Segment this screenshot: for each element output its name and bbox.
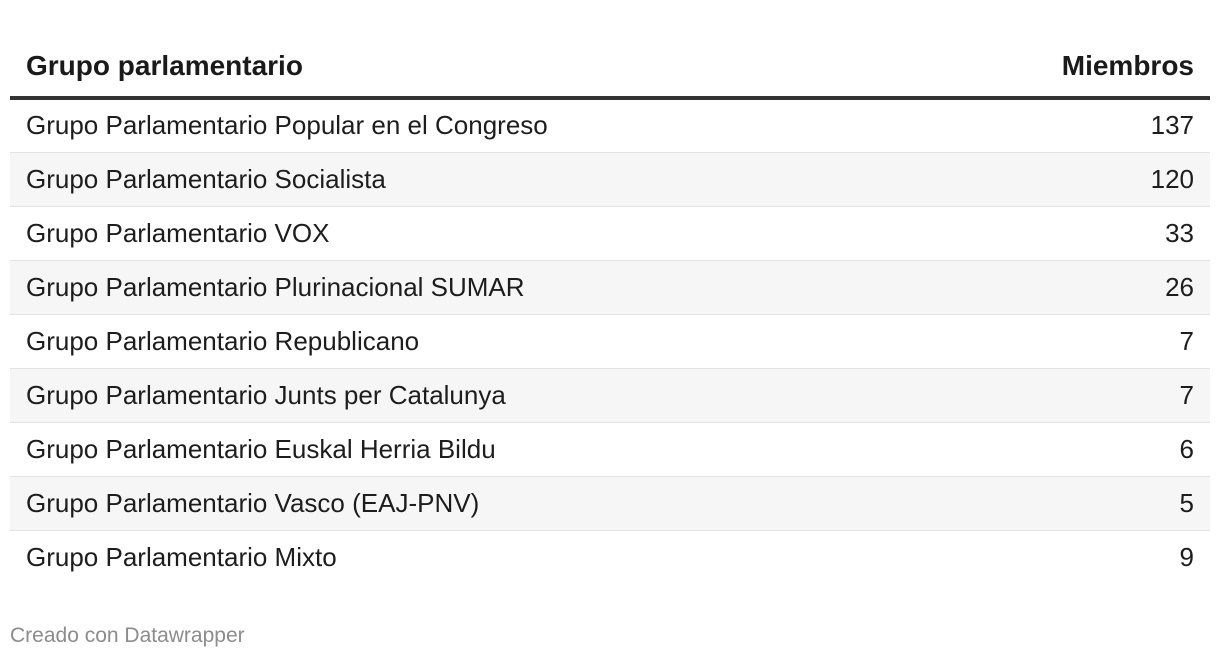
footer-credit: Creado con Datawrapper (10, 624, 245, 647)
cell-grupo: Grupo Parlamentario Vasco (EAJ-PNV) (10, 476, 910, 531)
cell-grupo: Grupo Parlamentario Republicano (10, 314, 910, 369)
table-body: Grupo Parlamentario Popular en el Congre… (10, 98, 1210, 584)
table-row: Grupo Parlamentario Mixto 9 (10, 530, 1210, 584)
cell-grupo: Grupo Parlamentario Junts per Catalunya (10, 368, 910, 423)
cell-grupo: Grupo Parlamentario VOX (10, 206, 910, 261)
cell-miembros: 7 (910, 314, 1210, 369)
cell-miembros: 7 (910, 368, 1210, 423)
cell-miembros: 9 (1179, 541, 1194, 572)
cell-miembros: 137 (910, 98, 1210, 153)
cell-grupo: Grupo Parlamentario Plurinacional SUMAR (10, 260, 910, 315)
cell-grupo: Grupo Parlamentario Euskal Herria Bildu (10, 422, 910, 477)
table-header: Grupo parlamentario Miembros (10, 36, 1210, 100)
table-row: Grupo Parlamentario Popular en el Congre… (10, 98, 1210, 153)
table-row: Grupo Parlamentario Socialista 120 (10, 152, 1210, 207)
parliament-groups-table: Grupo parlamentario Miembros Grupo Parla… (10, 36, 1210, 584)
cell-miembros: 120 (910, 152, 1210, 207)
table-row: Grupo Parlamentario Plurinacional SUMAR 2… (10, 260, 1210, 315)
cell-grupo: Grupo Parlamentario Popular en el Congre… (10, 98, 910, 153)
header-row: Grupo parlamentario Miembros (10, 36, 1210, 100)
column-header-grupo[interactable]: Grupo parlamentario (10, 36, 910, 100)
cell-miembros: 5 (910, 476, 1210, 531)
table-row: Grupo Parlamentario Junts per Catalunya 7 (10, 368, 1210, 423)
data-table-container: Grupo parlamentario Miembros Grupo Parla… (10, 36, 1210, 584)
table-row: Grupo Parlamentario Vasco (EAJ-PNV) 5 (10, 476, 1210, 531)
table-row: Grupo Parlamentario VOX 33 (10, 206, 1210, 261)
cell-grupo: Grupo Parlamentario Mixto (26, 541, 337, 572)
column-header-miembros[interactable]: Miembros (910, 36, 1210, 100)
cell-grupo: Grupo Parlamentario Socialista (10, 152, 910, 207)
table-row: Grupo Parlamentario Euskal Herria Bildu 6 (10, 422, 1210, 477)
table-row: Grupo Parlamentario Republicano 7 (10, 314, 1210, 369)
cell-miembros: 33 (910, 206, 1210, 261)
cell-miembros: 26 (910, 260, 1210, 315)
cell-miembros: 6 (910, 422, 1210, 477)
